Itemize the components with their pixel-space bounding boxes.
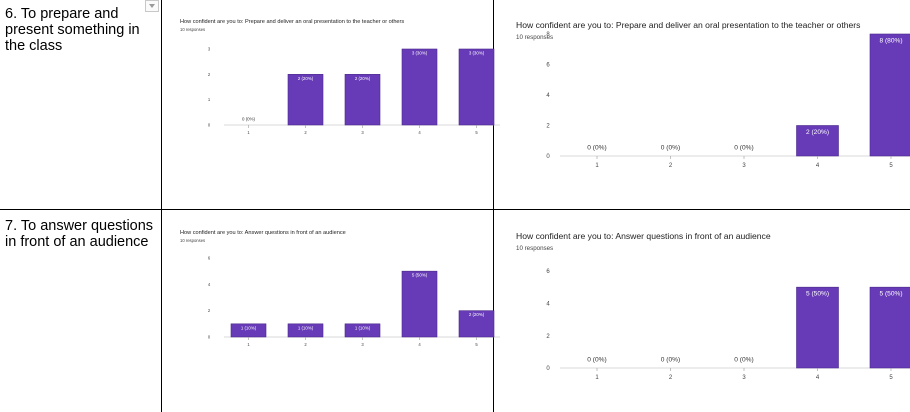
y-tick-label: 4 [546,301,550,307]
responses-count: 10 responses [516,34,553,41]
data-label: 5 (50%) [412,273,428,278]
x-tick-label: 4 [816,163,820,169]
question-6-label: 6. To prepare and present something in t… [5,6,140,54]
x-tick-label: 5 [475,342,478,347]
x-tick-label: 2 [304,130,307,135]
y-tick-label: 2 [208,72,211,77]
x-tick-label: 1 [247,342,250,347]
data-label: 1 (10%) [298,325,314,330]
filter-dropdown-icon[interactable] [145,0,159,12]
x-tick-label: 1 [247,130,250,135]
x-tick-label: 5 [889,375,893,381]
chart-q7-before: How confident are you to: Answer questio… [180,230,500,347]
chart-title: How confident are you to: Answer questio… [180,230,346,236]
table-divider-middle [493,0,494,412]
table-divider-row [0,209,910,210]
y-tick-label: 6 [208,255,211,260]
data-label: 2 (20%) [355,76,371,81]
data-label: 2 (20%) [298,76,314,81]
chart-q7-after: How confident are you to: Answer questio… [516,231,910,381]
data-label: 5 (50%) [806,290,829,297]
x-tick-label: 2 [669,375,673,381]
y-tick-label: 2 [208,308,211,313]
y-tick-label: 0 [546,154,550,160]
x-tick-label: 3 [361,342,364,347]
y-tick-label: 6 [546,269,550,275]
data-label: 1 (10%) [241,325,257,330]
responses-count: 10 responses [180,27,205,32]
y-tick-label: 8 [546,32,550,38]
x-tick-label: 5 [889,163,893,169]
data-label: 0 (0%) [661,144,680,151]
table-divider-left [161,0,162,412]
y-tick-label: 4 [208,282,211,287]
x-tick-label: 3 [742,163,746,169]
question-7-label: 7. To answer questions in front of an au… [5,218,154,250]
y-tick-label: 0 [208,122,211,127]
x-tick-label: 4 [418,130,421,135]
bar-5 [869,33,910,157]
x-tick-label: 4 [816,375,820,381]
data-label: 5 (50%) [879,290,902,297]
chart-title: How confident are you to: Prepare and de… [180,19,404,25]
y-tick-label: 2 [546,334,550,340]
data-label: 3 (30%) [469,51,485,56]
bar-3 [344,74,381,126]
data-label: 0 (0%) [661,356,680,363]
data-label: 3 (30%) [412,51,428,56]
y-tick-label: 2 [546,124,550,130]
x-tick-label: 5 [475,130,478,135]
bar-5 [869,286,910,369]
chart-title: How confident are you to: Prepare and de… [516,20,860,30]
x-tick-label: 1 [595,375,599,381]
data-label: 0 (0%) [587,356,606,363]
data-label: 8 (80%) [879,37,902,44]
bar-4 [401,48,438,126]
x-tick-label: 4 [418,342,421,347]
bar-5 [458,310,495,338]
y-tick-label: 3 [208,46,211,51]
y-tick-label: 0 [546,366,550,372]
bar-5 [458,48,495,126]
responses-count: 10 responses [516,245,553,252]
data-label: 0 (0%) [587,144,606,151]
data-label: 0 (0%) [734,144,753,151]
y-tick-label: 6 [546,63,550,69]
bar-4 [401,270,438,338]
chart-q6-after: How confident are you to: Prepare and de… [516,20,910,169]
x-tick-label: 3 [742,375,746,381]
y-tick-label: 0 [208,334,211,339]
bar-4 [796,286,839,369]
y-tick-label: 4 [546,93,550,99]
bar-4 [796,125,839,157]
data-label: 2 (20%) [806,129,829,136]
data-label: 1 (10%) [355,325,371,330]
data-label: 2 (20%) [469,312,485,317]
x-tick-label: 1 [595,163,599,169]
chart-title: How confident are you to: Answer questio… [516,231,771,241]
bar-2 [287,74,324,126]
y-tick-label: 1 [208,97,211,102]
responses-count: 10 responses [180,238,205,243]
x-tick-label: 2 [304,342,307,347]
chart-q6-before: How confident are you to: Prepare and de… [180,19,500,135]
data-label: 0 (0%) [734,356,753,363]
data-label: 0 (0%) [242,117,255,122]
x-tick-label: 3 [361,130,364,135]
x-tick-label: 2 [669,163,673,169]
